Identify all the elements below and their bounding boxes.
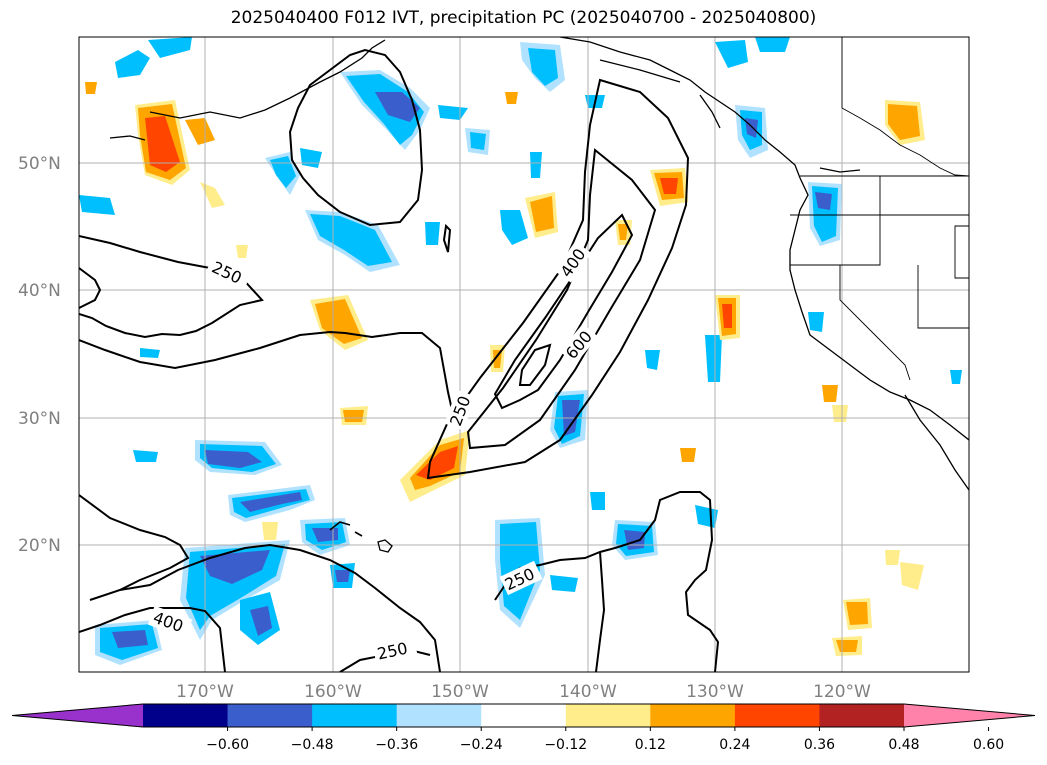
colorbar-extend-high	[904, 704, 1035, 727]
precip-positive-anomalies	[85, 82, 925, 656]
lat-label-30n: 30°N	[18, 409, 61, 429]
coastlines	[109, 37, 969, 553]
map-title: 2025040400 F012 IVT, precipitation PC (2…	[230, 8, 817, 28]
colorbar-bin	[143, 704, 229, 727]
colorbar-tick-label: 0.12	[635, 737, 666, 753]
map-frame	[78, 36, 970, 673]
colorbar-bin	[650, 704, 736, 727]
lon-label-140w: 140°W	[559, 682, 617, 702]
graticule	[79, 37, 969, 672]
colorbar: −0.60 −0.48 −0.36 −0.24 −0.12 0.12 0.24 0.36 0.4…	[11, 703, 1036, 753]
colorbar-tick-label: −0.24	[460, 737, 503, 753]
ivt-contours	[79, 48, 720, 672]
colorbar-bin	[565, 704, 651, 727]
lon-label-170w: 170°W	[176, 682, 234, 702]
colorbar-tick-label: −0.60	[206, 737, 249, 753]
lon-label-130w: 130°W	[686, 682, 744, 702]
colorbar-tick-label: −0.36	[375, 737, 418, 753]
longitude-axis: 170°W 160°W 150°W 140°W 130°W 120°W	[176, 682, 871, 702]
lon-label-120w: 120°W	[813, 682, 871, 702]
colorbar-bin	[819, 704, 905, 727]
map-panel: 250 400 600 250 250 400 250	[79, 37, 969, 672]
political-borders	[790, 37, 969, 381]
colorbar-bin	[734, 704, 820, 727]
colorbar-bin	[227, 704, 313, 727]
lat-label-40n: 40°N	[18, 281, 61, 301]
colorbar-tick-label: −0.12	[544, 737, 587, 753]
colorbar-extend-low	[12, 704, 143, 727]
lat-label-50n: 50°N	[18, 154, 61, 174]
latitude-axis: 50°N 40°N 30°N 20°N	[18, 154, 61, 556]
lon-label-160w: 160°W	[304, 682, 362, 702]
colorbar-tick-label: 0.24	[719, 737, 750, 753]
colorbar-tick-label: 0.48	[888, 737, 919, 753]
colorbar-tick-label: −0.48	[291, 737, 334, 753]
colorbar-tick-label: 0.36	[804, 737, 835, 753]
colorbar-bin	[481, 704, 567, 727]
colorbar-bin	[396, 704, 482, 727]
colorbar-tick-label: 0.60	[973, 737, 1004, 753]
lon-label-150w: 150°W	[431, 682, 489, 702]
lat-label-20n: 20°N	[18, 536, 61, 556]
colorbar-outline	[11, 703, 1036, 728]
colorbar-bin	[312, 704, 398, 727]
precip-negative-anomalies	[79, 37, 962, 665]
